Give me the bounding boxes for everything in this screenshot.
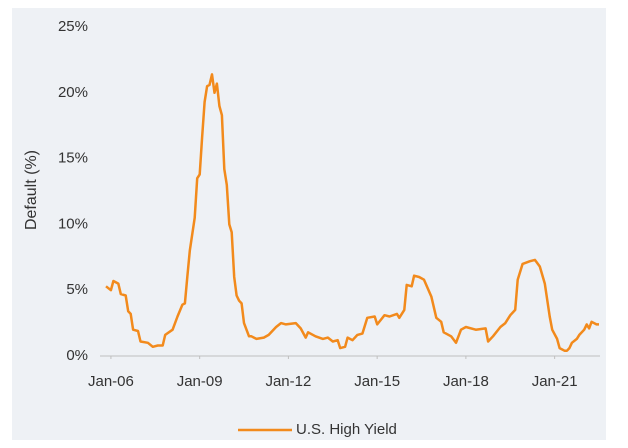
y-tick-label: 20% [58, 84, 88, 101]
y-tick-label: 15% [58, 150, 88, 167]
legend-label: U.S. High Yield [296, 421, 397, 438]
x-tick-label: Jan-06 [88, 373, 134, 390]
y-tick-label: 5% [66, 281, 88, 298]
y-tick-label: 25% [58, 18, 88, 35]
y-tick-label: 0% [66, 347, 88, 364]
y-tick-label: 10% [58, 215, 88, 232]
x-tick-label: Jan-12 [265, 373, 311, 390]
x-tick-label: Jan-09 [177, 373, 223, 390]
x-tick-label: Jan-21 [532, 373, 578, 390]
chart-background [12, 8, 606, 440]
y-axis-title: Default (%) [23, 150, 40, 230]
x-tick-label: Jan-15 [354, 373, 400, 390]
x-tick-label: Jan-18 [443, 373, 489, 390]
line-series [105, 73, 599, 352]
